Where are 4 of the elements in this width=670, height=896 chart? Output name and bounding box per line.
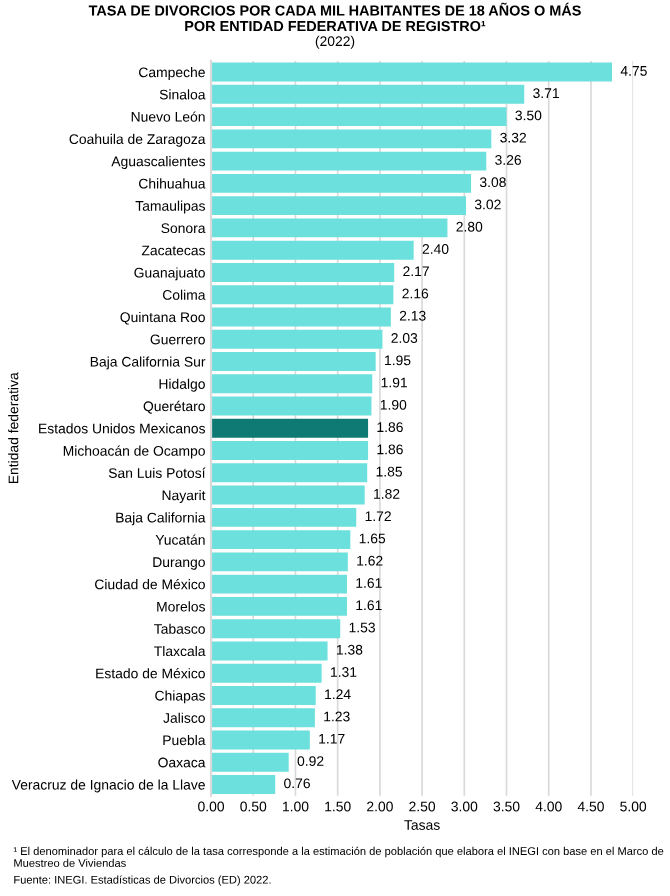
bar (211, 307, 391, 327)
bar (211, 396, 372, 416)
bar (211, 418, 369, 438)
bar (211, 730, 310, 750)
